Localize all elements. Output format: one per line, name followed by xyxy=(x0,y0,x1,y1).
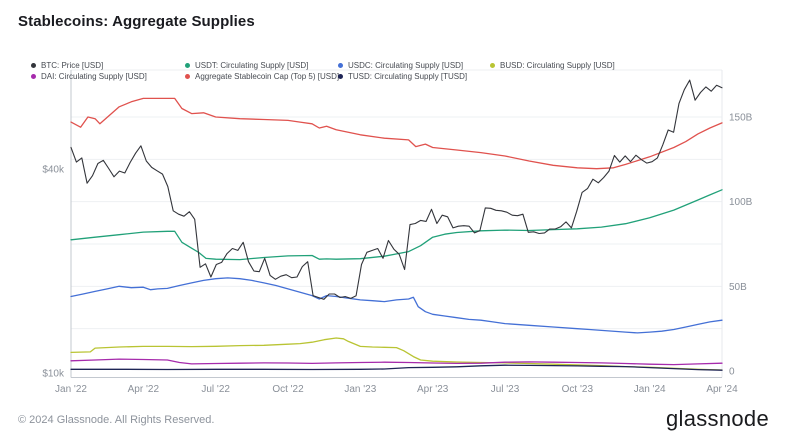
legend-label-aggregate-stablecoin-cap: Aggregate Stablecoin Cap (Top 5) [USD] xyxy=(195,72,340,81)
right-axis-tick-label: 0 xyxy=(729,367,735,378)
legend-label-btc-price: BTC: Price [USD] xyxy=(41,60,104,70)
legend-label-busd-supply: BUSD: Circulating Supply [USD] xyxy=(500,60,615,70)
legend-item-btc-price[interactable]: BTC: Price [USD] xyxy=(31,60,103,71)
x-tick-label: Oct '22 xyxy=(272,384,304,395)
x-tick-label: Jan '22 xyxy=(55,384,87,395)
legend-dot-busd-supply xyxy=(490,62,495,68)
legend-dot-btc-price xyxy=(31,62,36,68)
x-tick-label: Oct '23 xyxy=(562,384,594,395)
x-tick-label: Jul '23 xyxy=(491,384,520,395)
x-tick-label: Jul '22 xyxy=(201,384,230,395)
x-tick-label: Apr '24 xyxy=(706,384,738,395)
legend-dot-dai-supply xyxy=(31,74,36,79)
legend-dot-tusd-supply xyxy=(338,74,343,79)
series-line-usdc-supply xyxy=(70,277,723,334)
series-line-busd-supply xyxy=(70,337,723,371)
legend-label-dai-supply: DAI: Circulating Supply [USD] xyxy=(41,72,147,81)
legend-item-dai-supply[interactable]: DAI: Circulating Supply [USD] xyxy=(31,71,147,82)
left-axis-tick-label: $10k xyxy=(42,369,65,380)
left-axis-tick-label: $40k xyxy=(42,164,65,175)
legend-label-usdt-supply: USDT: Circulating Supply [USD] xyxy=(195,60,309,70)
right-axis-tick-label: 100B xyxy=(729,197,753,208)
legend-item-busd-supply[interactable]: BUSD: Circulating Supply [USD] xyxy=(490,60,615,71)
series-line-tusd-supply xyxy=(70,364,723,371)
copyright-text: © 2024 Glassnode. All Rights Reserved. xyxy=(18,414,215,426)
x-tick-label: Apr '22 xyxy=(128,384,160,395)
right-axis-tick-label: 50B xyxy=(729,282,747,293)
legend-label-usdc-supply: USDC: Circulating Supply [USD] xyxy=(348,60,464,70)
legend-item-usdt-supply[interactable]: USDT: Circulating Supply [USD] xyxy=(185,60,308,71)
glassnode-logo: glassnode xyxy=(666,406,769,431)
series-line-dai-supply xyxy=(70,358,723,366)
series-line-btc-price xyxy=(70,79,723,300)
legend-item-aggregate-stablecoin-cap[interactable]: Aggregate Stablecoin Cap (Top 5) [USD] xyxy=(185,71,339,82)
legend-dot-usdt-supply xyxy=(185,62,190,68)
x-tick-label: Jan '24 xyxy=(634,384,666,395)
legend-dot-usdc-supply xyxy=(338,62,343,68)
x-tick-label: Jan '23 xyxy=(344,384,376,395)
legend-item-usdc-supply[interactable]: USDC: Circulating Supply [USD] xyxy=(338,60,463,71)
x-tick-label: Apr '23 xyxy=(417,384,449,395)
legend-label-tusd-supply: TUSD: Circulating Supply [TUSD] xyxy=(348,72,468,81)
legend-dot-aggregate-stablecoin-cap xyxy=(185,74,190,79)
series-line-usdt-supply xyxy=(70,189,723,261)
legend-item-tusd-supply[interactable]: TUSD: Circulating Supply [TUSD] xyxy=(338,71,467,82)
right-axis-tick-label: 150B xyxy=(729,113,753,124)
series-line-aggregate-stablecoin-cap xyxy=(70,97,723,170)
page-title: Stablecoins: Aggregate Supplies xyxy=(18,13,255,30)
